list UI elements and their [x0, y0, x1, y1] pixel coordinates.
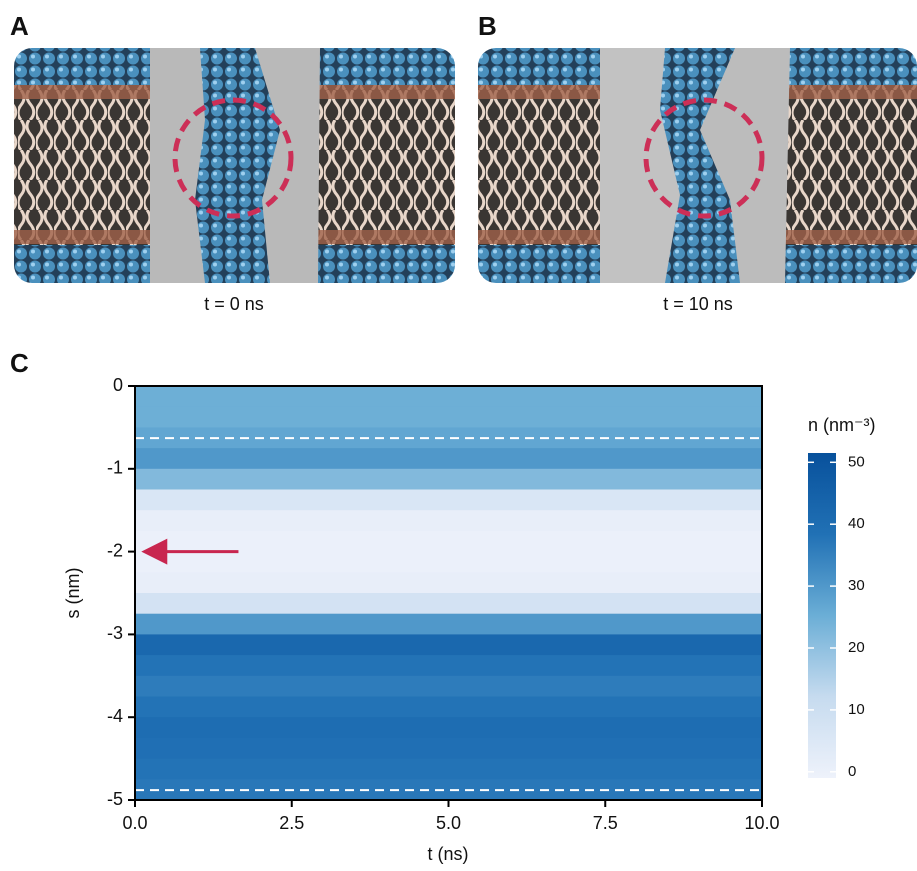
heat-cell	[135, 406, 762, 428]
x-tick-label: 0.0	[122, 813, 147, 833]
colorbar-tick-label: 20	[848, 639, 865, 656]
x-tick-label: 2.5	[279, 813, 304, 833]
panel-label: B	[478, 11, 497, 41]
heat-cell	[135, 468, 762, 490]
y-axis-label: s (nm)	[63, 568, 83, 619]
y-tick-label: 0	[113, 375, 123, 395]
heat-cell	[135, 530, 762, 553]
panel-label: C	[10, 348, 29, 378]
colorbar-tick-label: 40	[848, 515, 865, 532]
heat-cell	[135, 427, 762, 449]
colorbar-tick-label: 30	[848, 577, 865, 594]
panel-a-image	[14, 48, 455, 283]
heat-cell	[135, 779, 762, 801]
caption: t = 0 ns	[204, 294, 264, 314]
y-tick-label: -1	[107, 458, 123, 478]
heat-cell	[135, 696, 762, 718]
arrow-head	[141, 538, 168, 565]
heat-cell	[135, 489, 762, 511]
y-tick-label: -3	[107, 623, 123, 643]
colorbar-label: n (nm⁻³)	[808, 415, 876, 435]
colorbar-tick-label: 0	[848, 763, 856, 780]
y-tick-label: -5	[107, 789, 123, 809]
heat-cell	[135, 448, 762, 470]
heat-cell	[135, 675, 762, 697]
x-axis-label: t (ns)	[427, 844, 468, 864]
heat-cell	[135, 386, 762, 408]
heat-cell	[135, 737, 762, 760]
heat-cell	[135, 655, 762, 677]
heat-cell	[135, 551, 762, 573]
heat-cell	[135, 572, 762, 594]
heat-cell	[135, 634, 762, 656]
colorbar-tick-label: 50	[848, 453, 865, 470]
colorbar-tick-label: 10	[848, 701, 865, 718]
y-tick-label: -2	[107, 540, 123, 560]
y-tick-label: -4	[107, 706, 123, 726]
x-tick-label: 10.0	[744, 813, 779, 833]
heat-cell	[135, 717, 762, 739]
heat-cell	[135, 613, 762, 635]
x-tick-label: 5.0	[436, 813, 461, 833]
heat-cell	[135, 510, 762, 532]
panel-b-image	[478, 48, 917, 283]
caption: t = 10 ns	[663, 294, 733, 314]
panel-label: A	[10, 11, 29, 41]
heat-cell	[135, 593, 762, 615]
heat-cell	[135, 758, 762, 780]
colorbar	[808, 453, 836, 778]
x-tick-label: 7.5	[593, 813, 618, 833]
